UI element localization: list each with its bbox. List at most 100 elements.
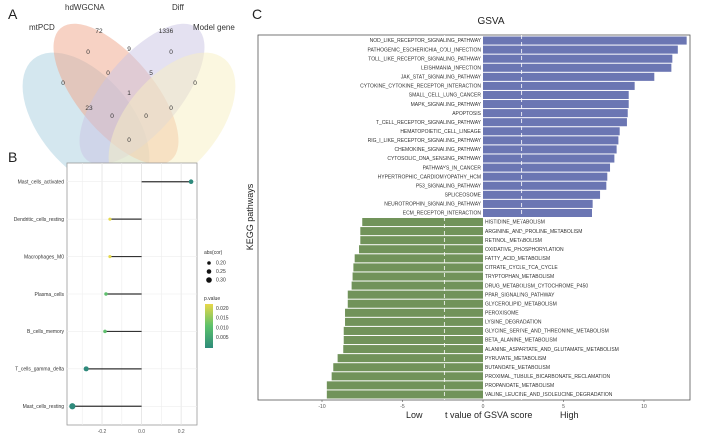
venn-region-count: 1: [127, 90, 131, 97]
pathway-label: T_CELL_RECEPTOR_SIGNALING_PATHWAY: [376, 120, 482, 126]
bar: [360, 227, 483, 236]
pathway-label: PROPANOATE_METABOLISM: [485, 383, 554, 389]
panel-label-b: B: [8, 149, 17, 165]
bar: [483, 136, 619, 145]
bar: [360, 236, 483, 245]
bar: [483, 109, 628, 118]
pathway-label: BUTANOATE_METABOLISM: [485, 365, 550, 371]
pathway-label: HISTIDINE_METABOLISM: [485, 220, 545, 226]
category-label: B_cells_memory: [27, 329, 64, 335]
category-label: Mast_cells_activated: [18, 180, 65, 186]
lollipop-point: [69, 403, 76, 410]
lollipop-point: [108, 254, 112, 259]
pathway-label: FATTY_ACID_METABOLISM: [485, 256, 550, 262]
bar: [345, 308, 483, 317]
legend-size-dot: [207, 261, 211, 265]
bar: [352, 272, 483, 281]
category-label: Dendritic_cells_resting: [14, 217, 65, 223]
legend-size-title: abs(cor): [204, 250, 223, 256]
bar: [331, 372, 483, 381]
venn-region-count: 9: [127, 46, 131, 53]
pathway-label: JAK_STAT_SIGNALING_PATHWAY: [401, 75, 482, 81]
x-label-low: Low: [406, 410, 423, 420]
pathway-label: PYRUVATE_METABOLISM: [485, 356, 546, 362]
x-tick-label: 0.0: [138, 429, 145, 435]
pathway-label: PROXIMAL_TUBULE_BICARBONATE_RECLAMATION: [485, 374, 611, 380]
lollipop-chart: Mast_cells_activated Dendritic_cells_rest…: [14, 162, 229, 435]
legend-size-dot: [206, 269, 212, 274]
legend-size-label: 0.25: [216, 269, 226, 275]
venn-region-count: 0: [86, 49, 90, 56]
panel-label-c: C: [252, 6, 262, 22]
bar: [345, 317, 483, 326]
bar: [483, 127, 620, 136]
venn-set-label: Diff: [172, 3, 185, 12]
bar: [483, 199, 593, 208]
venn-diagram: mtPCD hdWGCNA Diff Model gene 72 1336 0 9 0 0 5 0 0 1…: [22, 3, 236, 192]
venn-set-label: Model gene: [193, 23, 235, 32]
pathway-label: TRYPTOPHAN_METABOLISM: [485, 274, 554, 280]
y-axis-label: KEGG pathways: [245, 183, 255, 250]
pathway-label: HEMATOPOIETIC_CELL_LINEAGE: [400, 129, 481, 135]
pathway-label: GLYCINE_SERINE_AND_THREONINE_METABOLISM: [485, 329, 609, 335]
venn-set-3: [108, 52, 236, 192]
pathway-label: BETA_ALANINE_METABOLISM: [485, 338, 557, 344]
pathway-label: CHEMOKINE_SIGNALING_PATHWAY: [395, 147, 482, 153]
pathway-label: ARGININE_AND_PROLINE_METABOLISM: [485, 229, 582, 235]
pathway-label: SMALL_CELL_LUNG_CANCER: [409, 93, 482, 99]
x-tick-label: 5: [562, 404, 565, 410]
pathway-label: HYPERTROPHIC_CARDIOMYOPATHY_HCM: [378, 174, 481, 180]
bar: [483, 45, 678, 54]
bar: [483, 172, 608, 181]
venn-region-count: 5: [149, 70, 153, 77]
bar: [337, 354, 483, 363]
bar: [362, 218, 483, 227]
legend-color-label: 0.020: [216, 306, 229, 312]
bar: [351, 281, 483, 290]
bar: [483, 145, 617, 154]
pathway-label: RIG_I_LIKE_RECEPTOR_SIGNALING_PATHWAY: [368, 138, 482, 144]
venn-region-count: 0: [169, 49, 173, 56]
bar: [483, 72, 655, 81]
venn-region-count: 23: [85, 105, 93, 112]
bar: [483, 163, 611, 172]
venn-set-label: mtPCD: [29, 23, 55, 32]
bar: [326, 390, 483, 399]
pathway-label: TOLL_LIKE_RECEPTOR_SIGNALING_PATHWAY: [368, 56, 481, 62]
bar: [483, 90, 629, 100]
chart-title: GSVA: [477, 16, 504, 27]
lollipop-point: [104, 292, 108, 296]
panel-label-a: A: [8, 6, 18, 22]
bar: [483, 100, 629, 109]
bar: [483, 154, 615, 163]
lollipop-point: [103, 329, 107, 334]
pathway-label: ALANINE_ASPARTATE_AND_GLUTAMATE_METABOLI…: [485, 347, 619, 353]
venn-set-label: hdWGCNA: [65, 3, 105, 12]
pathway-label: LYSINE_DEGRADATION: [485, 320, 542, 326]
x-tick-label: -0.2: [98, 429, 107, 435]
pathway-label: DRUG_METABOLISM_CYTOCHROME_P450: [485, 283, 588, 289]
bar: [483, 208, 592, 217]
venn-region-count: 72: [95, 28, 103, 35]
pathway-label: VALINE_LEUCINE_AND_ISOLEUCINE_DEGRADATIO…: [485, 392, 613, 398]
category-label: Mast_cells_resting: [23, 404, 65, 410]
lollipop-point: [188, 179, 194, 185]
pathway-label: RETINOL_METABOLISM: [485, 238, 542, 244]
color-bar: [205, 304, 213, 348]
legend-color-label: 0.015: [216, 316, 229, 322]
venn-region-count: 0: [61, 80, 65, 87]
venn-region-count: 0: [144, 113, 148, 120]
pathway-label: OXIDATIVE_PHOSPHORYLATION: [485, 247, 564, 253]
category-label: Macrophages_M0: [24, 254, 64, 260]
legend-color-label: 0.010: [216, 325, 229, 331]
bar: [483, 118, 627, 127]
pathway-label: P53_SIGNALING_PATHWAY: [416, 183, 482, 189]
bar: [483, 81, 635, 90]
lollipop-point: [108, 217, 112, 221]
legend-color-label: 0.005: [216, 335, 229, 341]
pathway-label: PPAR_SIGNALING_PATHWAY: [485, 292, 555, 298]
pathway-label: NEUROTROPHIN_SIGNALING_PATHWAY: [384, 202, 481, 208]
pathway-label: PATHWAYS_IN_CANCER: [423, 165, 482, 171]
bar: [347, 290, 483, 299]
